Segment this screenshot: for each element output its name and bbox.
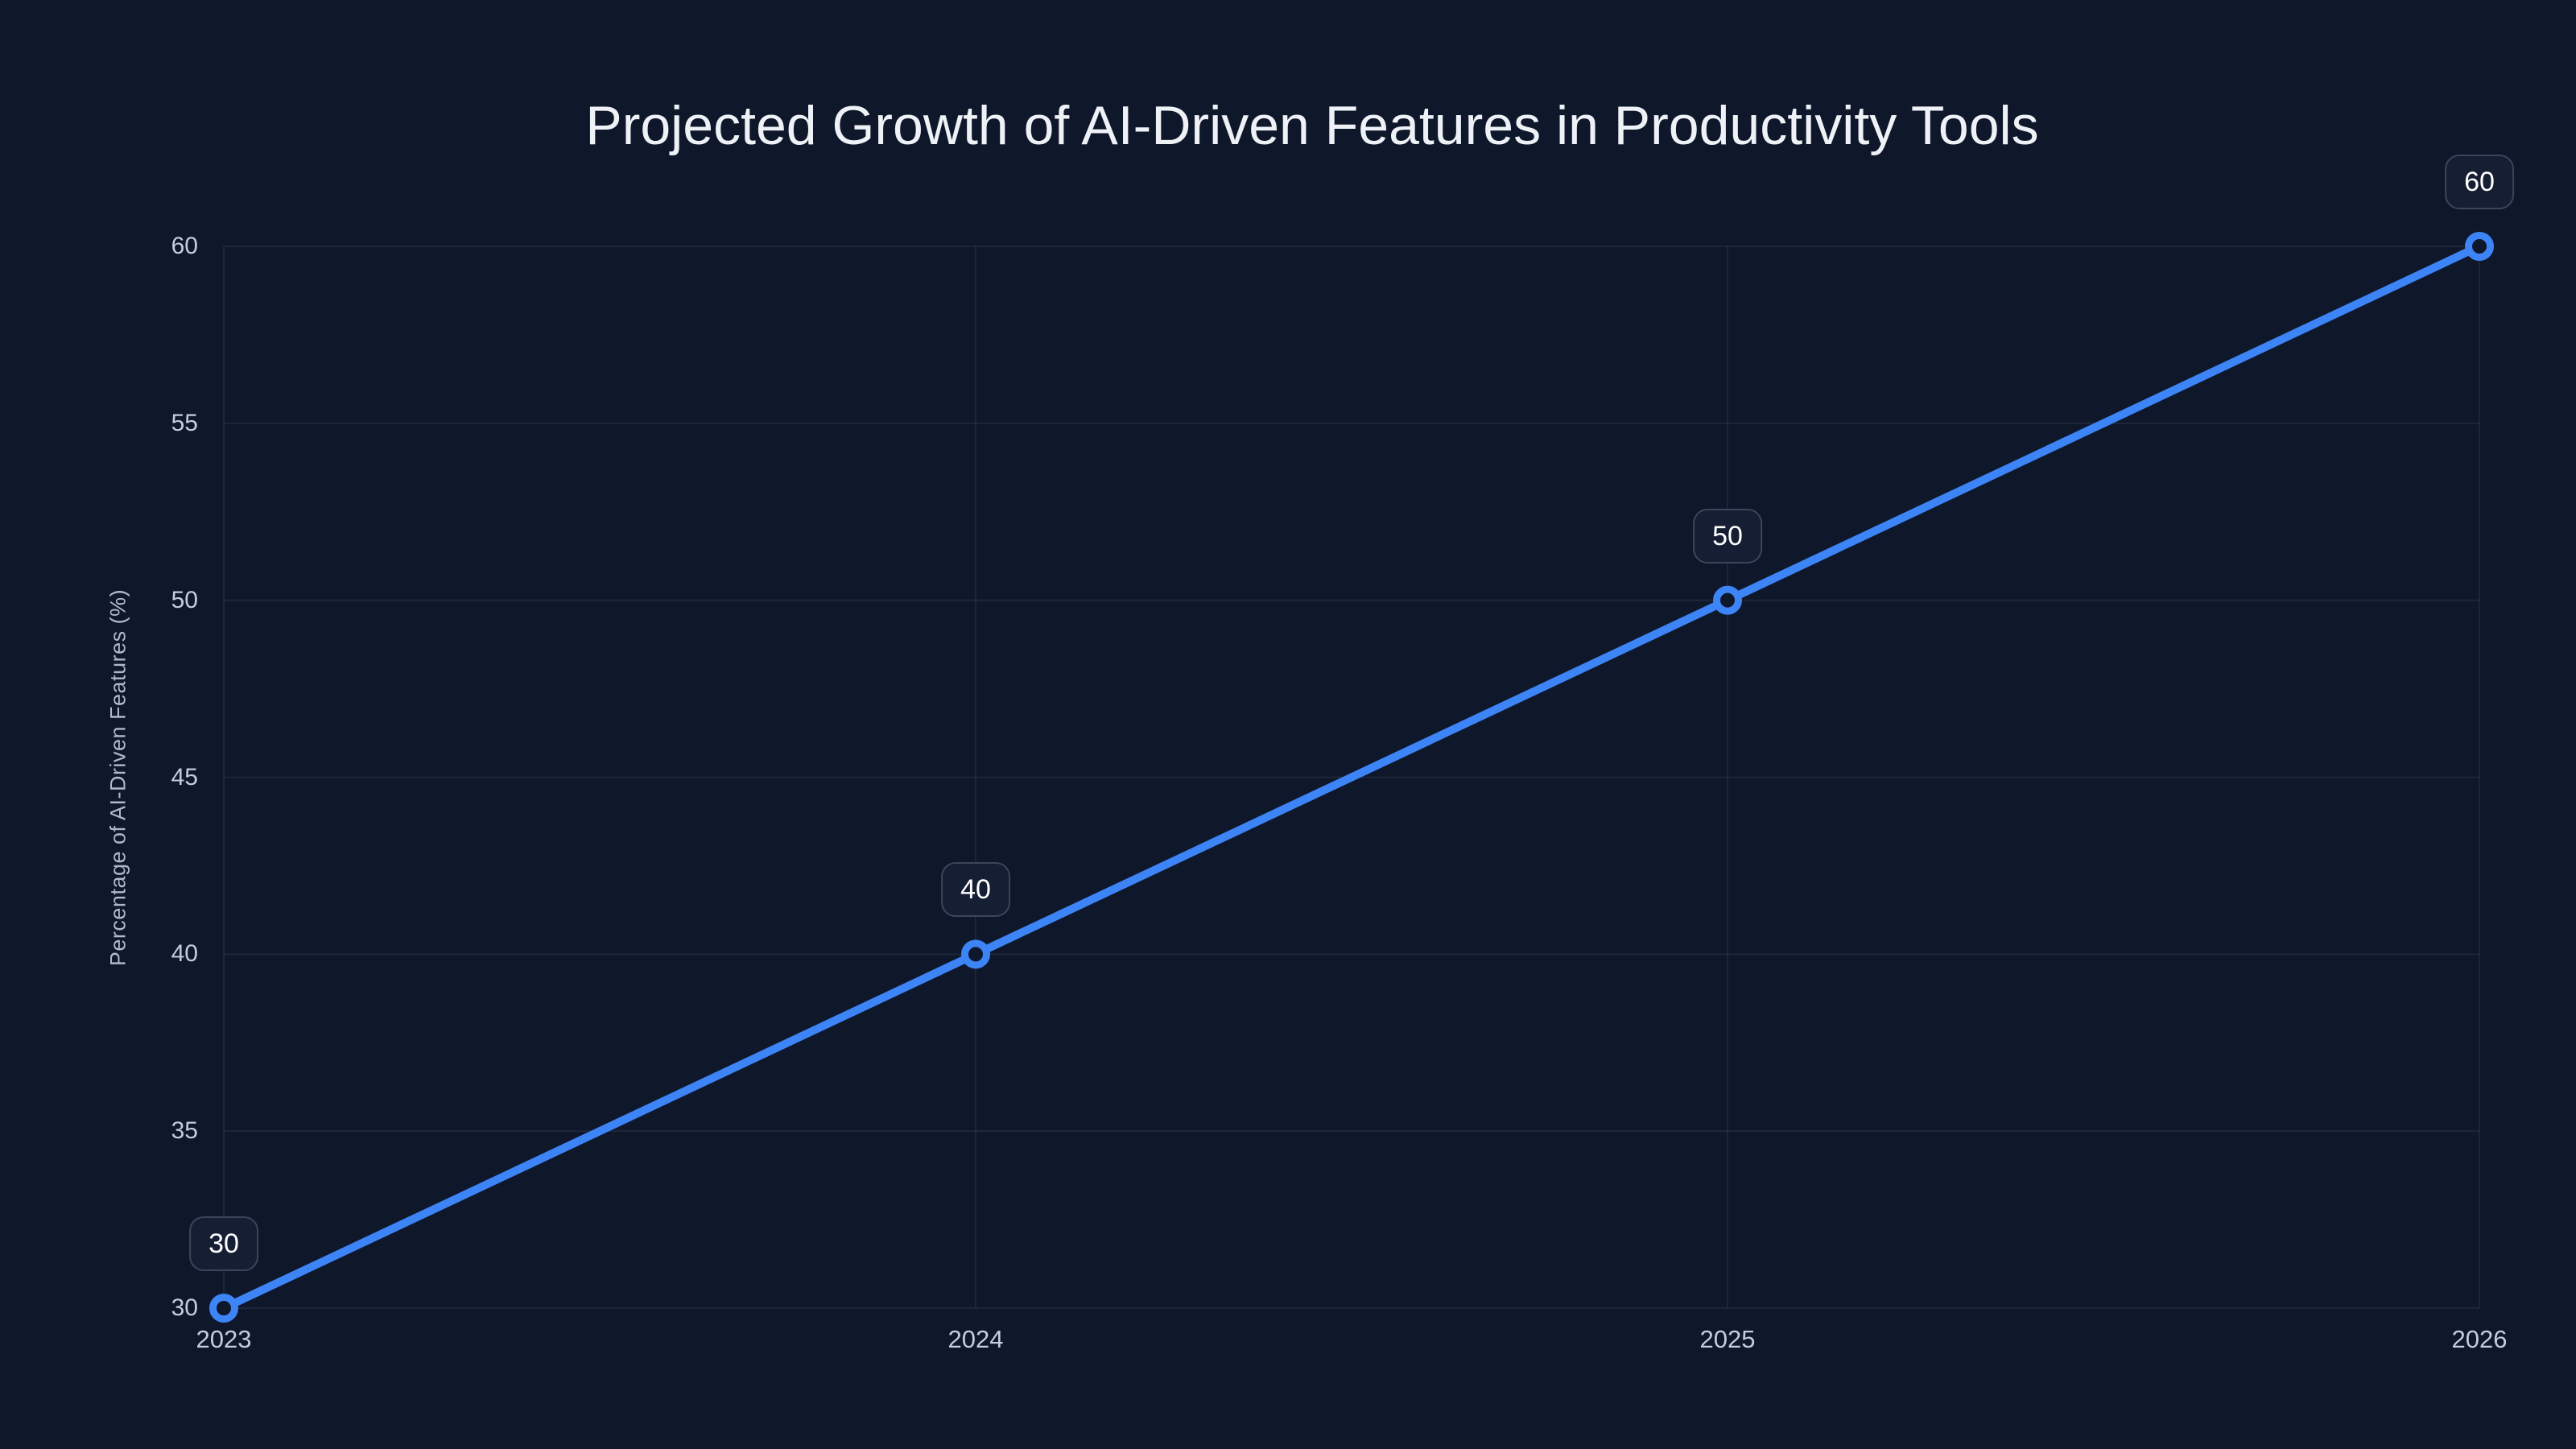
data-point-marker[interactable] <box>1713 585 1742 615</box>
chart-title: Projected Growth of AI-Driven Features i… <box>585 95 2039 156</box>
data-point-label: 30 <box>189 1216 258 1271</box>
data-point-label: 40 <box>941 862 1010 918</box>
y-tick-label: 50 <box>171 586 198 613</box>
y-tick-label: 55 <box>171 409 198 436</box>
data-point-label: 60 <box>2445 155 2514 209</box>
data-point-marker[interactable] <box>961 939 990 969</box>
y-tick-label: 40 <box>171 940 198 968</box>
y-tick-label: 60 <box>171 233 198 259</box>
data-point-marker[interactable] <box>2465 232 2494 261</box>
data-point-label: 50 <box>1693 508 1762 564</box>
y-tick-label: 35 <box>171 1117 198 1145</box>
x-tick-label: 2026 <box>2451 1325 2508 1353</box>
data-point-marker[interactable] <box>209 1294 238 1323</box>
series-line <box>220 242 2483 1312</box>
y-tick-label: 45 <box>171 763 198 791</box>
x-tick-label: 2025 <box>1699 1325 1756 1353</box>
x-tick-label: 2023 <box>196 1325 252 1353</box>
y-tick-label: 30 <box>171 1294 198 1321</box>
x-tick-label: 2024 <box>947 1325 1004 1353</box>
